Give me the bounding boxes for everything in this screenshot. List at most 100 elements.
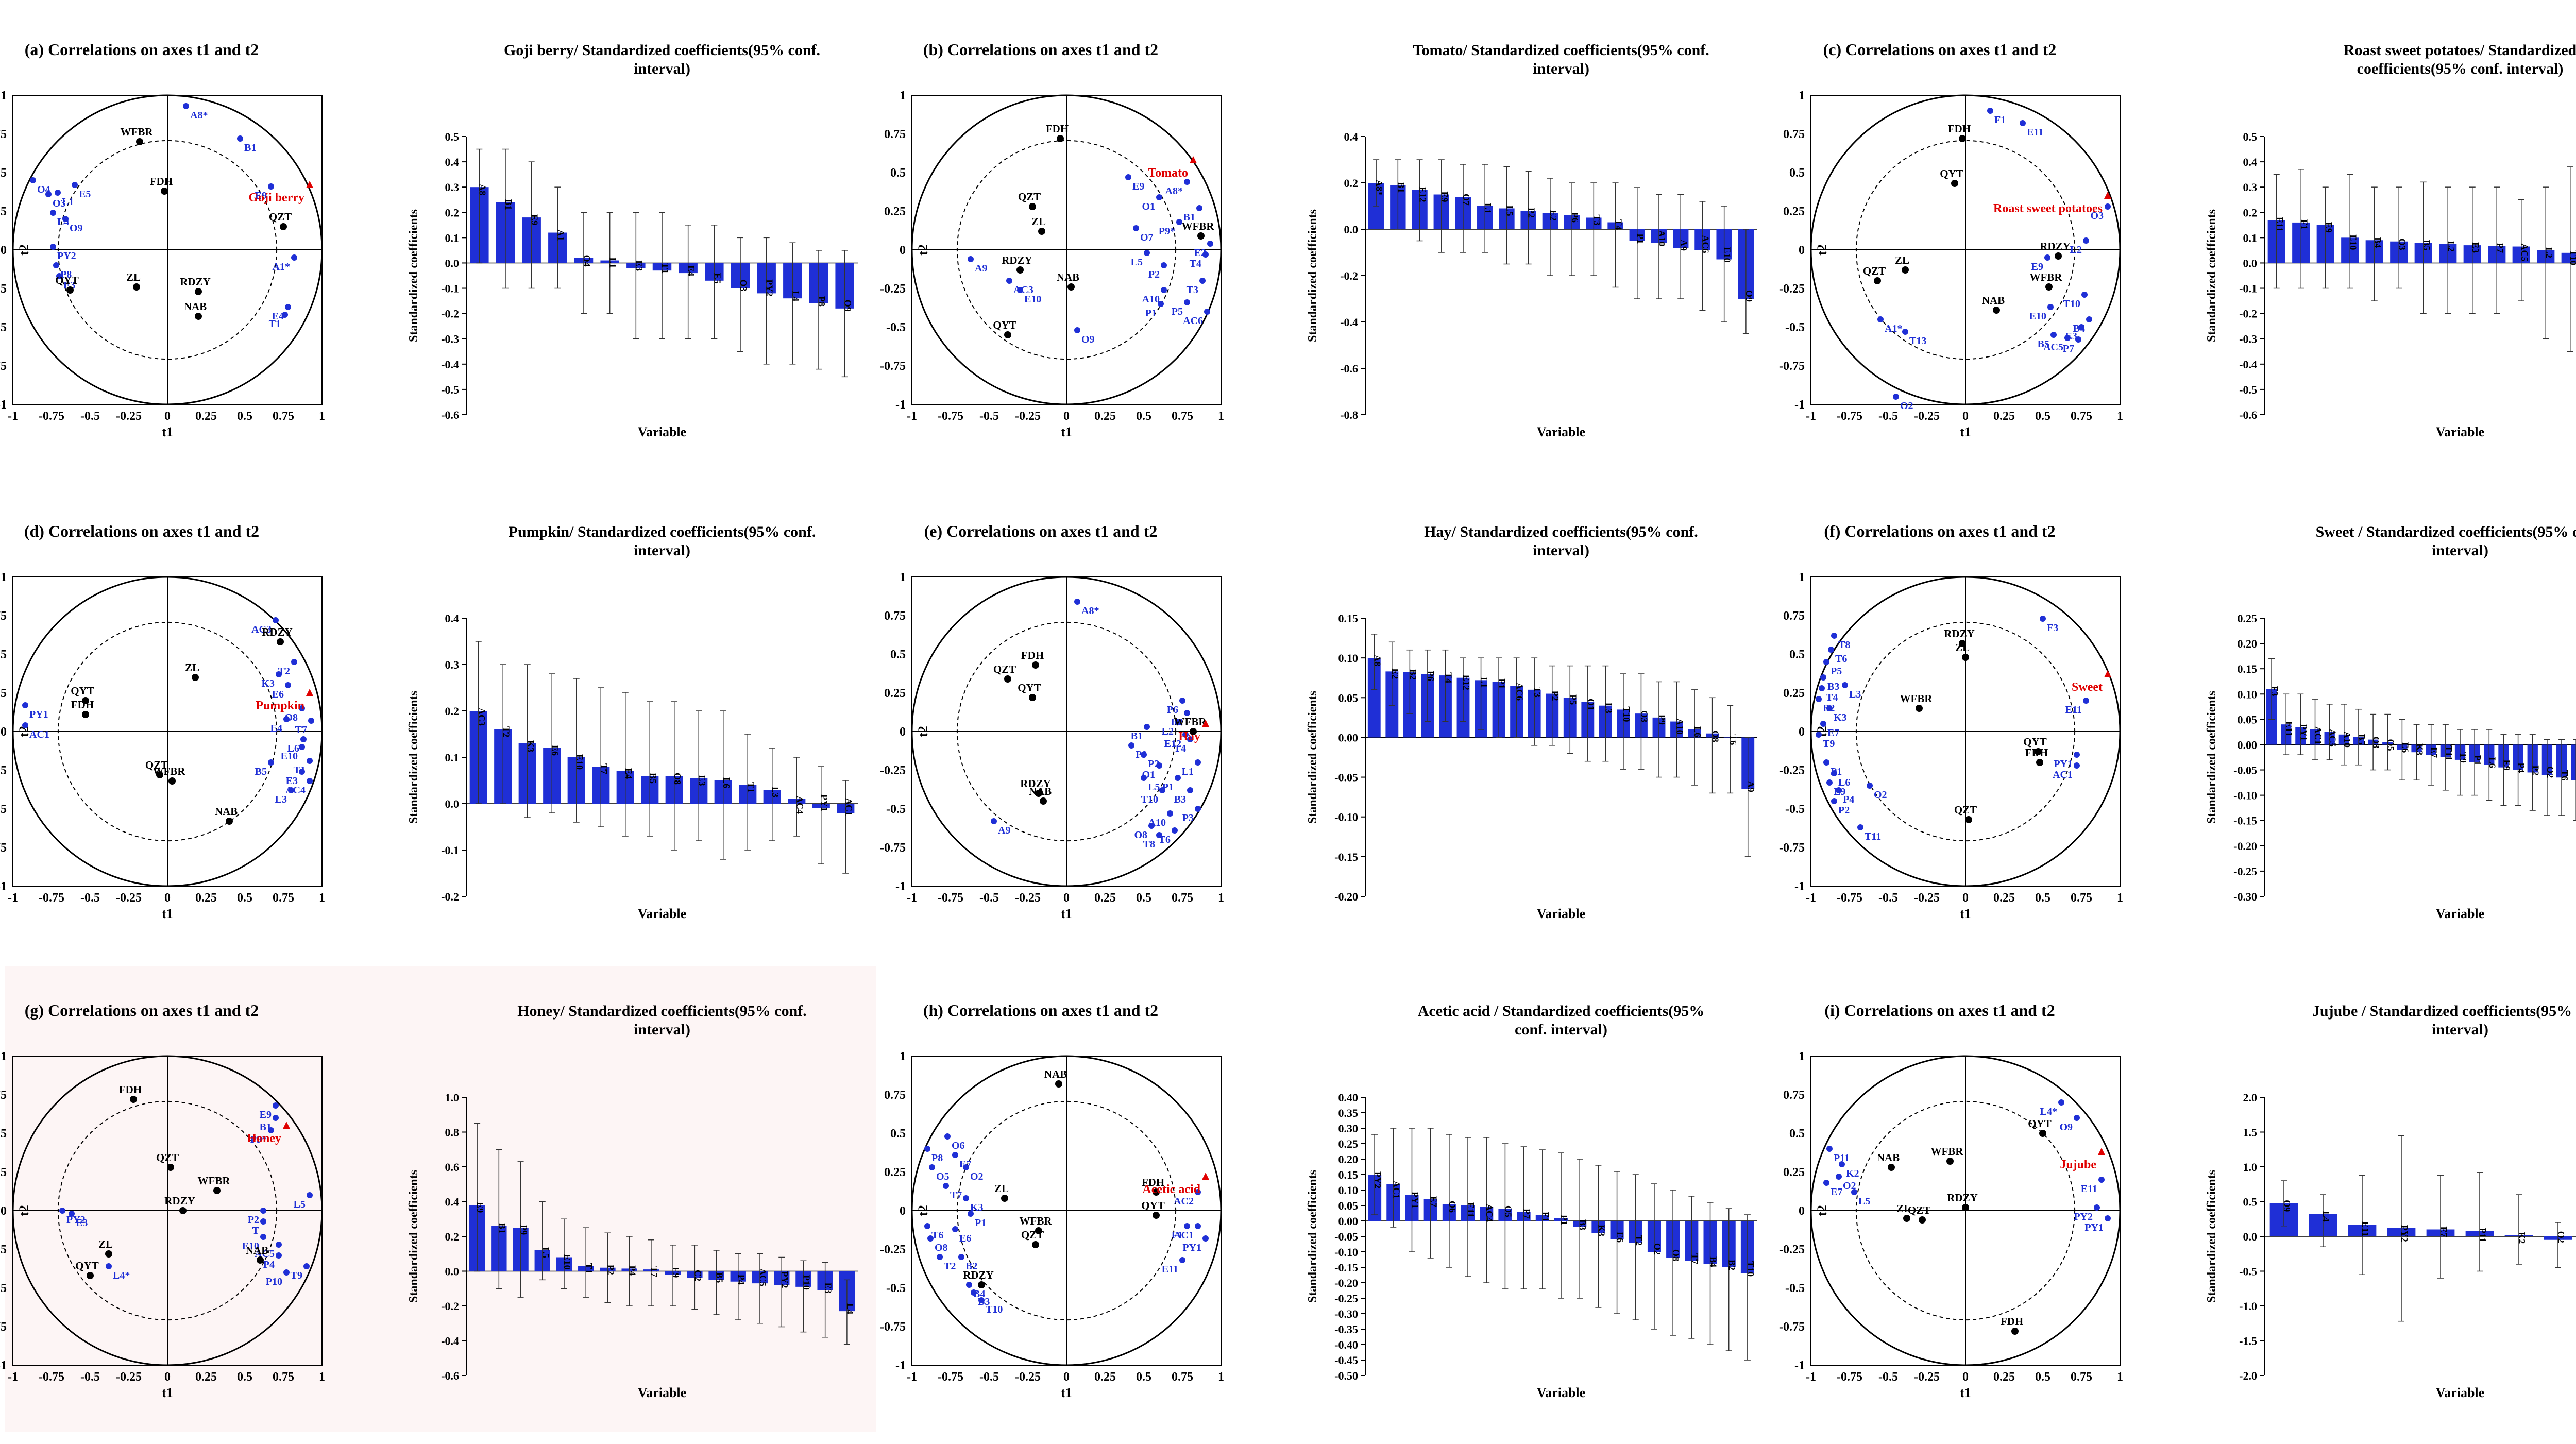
x-variable-label: P9*: [1159, 226, 1175, 237]
target-triangle: [2104, 670, 2111, 677]
x-variable-point: [300, 736, 307, 742]
y-tick-label: 0: [1, 725, 7, 739]
y-variable-point: [1032, 661, 1039, 669]
bar-title: Jujube / Standardized coefficients(95% c…: [2312, 1003, 2576, 1038]
y-variable-label: QYT: [71, 685, 94, 697]
y-tick-label: -0.40: [1334, 1338, 1358, 1351]
x-variable-point: [285, 682, 291, 688]
panel-i: (i) Correlations on axes t1 and t2 -1-1 -0…: [1779, 1001, 2576, 1400]
category-label: B5: [2421, 240, 2432, 250]
category-label: T4: [1614, 219, 1624, 230]
y-variable-label: RDZY: [1020, 777, 1051, 790]
y-variable-label: NAB: [1982, 294, 2005, 307]
y-variable-point: [226, 818, 233, 825]
y-variable-point: [1004, 331, 1011, 338]
x-variable-point: [268, 183, 274, 190]
x-variable-label: K3: [1834, 712, 1847, 723]
y-tick-label: -0.75: [880, 360, 906, 373]
x-tick-label: 0.5: [237, 1370, 252, 1384]
x-tick-label: 1: [1218, 410, 1224, 423]
bar-title-line: Honey/ Standardized coefficients(95% con…: [517, 1003, 807, 1020]
y-variable-label: WFBR: [153, 765, 186, 777]
y-tick-label: 0.30: [1338, 1122, 1359, 1135]
y-tick-label: -1: [0, 1359, 7, 1372]
inner-circle: [1855, 1100, 2076, 1321]
x-tick-label: 0.25: [1993, 1370, 2015, 1384]
x-variable-point: [2058, 1099, 2064, 1106]
x-axis-label: Variable: [1537, 424, 1585, 439]
x-variable-label: B2: [965, 1261, 977, 1272]
y-tick-label: 0.5: [2243, 130, 2258, 143]
scatter-title: (g) Correlations on axes t1 and t2: [25, 1001, 259, 1020]
x-variable-point: [2044, 254, 2050, 261]
x-variable-point: [1141, 752, 1147, 758]
x-axis-label: t1: [1960, 1385, 1971, 1400]
x-variable-label: O9: [1081, 334, 1095, 345]
category-label: E10: [574, 754, 585, 770]
target-triangle: [306, 181, 313, 188]
y-variable-point: [1032, 1241, 1039, 1248]
category-label: K3: [526, 740, 536, 752]
category-label: T10: [1621, 706, 1632, 722]
bar-title-line: interval): [634, 60, 690, 77]
x-variable-point: [62, 216, 69, 222]
y-tick-label: 0.6: [445, 1161, 460, 1174]
x-variable-label: O2: [1843, 1180, 1856, 1192]
x-tick-label: -0.5: [1878, 1370, 1898, 1384]
category-label: E10: [2348, 234, 2358, 250]
x-variable-point: [307, 758, 313, 764]
x-tick-label: -0.25: [1015, 891, 1041, 905]
inner-circle: [1855, 621, 2076, 842]
x-tick-label: -0.5: [979, 891, 999, 905]
x-variable-point: [106, 1263, 112, 1269]
x-axis-label: t1: [1960, 424, 1971, 439]
x-variable-label: P10: [266, 1276, 282, 1287]
unit-circle: [12, 94, 323, 405]
bar-title-line: coefficients(95% conf. interval): [2357, 60, 2564, 77]
x-variable-point: [1987, 108, 1993, 114]
y-tick-label: -0.05: [2233, 764, 2257, 777]
panel-a: (a) Correlations on axes t1 and t2 -1-1 -0…: [0, 40, 858, 439]
y-variable-point: [277, 638, 284, 645]
x-variable-point: [963, 1195, 969, 1201]
y-tick-label: 0.25: [0, 205, 7, 218]
x-variable-label: E6: [272, 689, 284, 700]
y-variable-point: [192, 674, 199, 681]
x-variable-label: T1: [269, 318, 281, 330]
category-label: E9: [530, 214, 540, 225]
x-variable-point: [1195, 759, 1201, 766]
x-tick-label: -1: [1806, 1370, 1816, 1384]
inner-circle: [1855, 140, 2076, 360]
y-variable-point: [1029, 694, 1036, 701]
x-axis-label: Variable: [638, 906, 686, 921]
x-tick-label: -1: [8, 891, 18, 905]
x-tick-label: 0: [1962, 410, 1969, 423]
category-label: PY2: [765, 279, 775, 296]
category-label: B1: [503, 199, 514, 210]
y-tick-label: 0.75: [0, 609, 7, 623]
x-tick-label: -1: [907, 410, 917, 423]
scatter-title: (h) Correlations on axes t1 and t2: [923, 1001, 1158, 1020]
y-tick-label: -0.75: [1779, 841, 1805, 855]
x-variable-point: [1199, 278, 1206, 284]
y-tick-label: 0.5: [1789, 166, 1805, 180]
x-variable-label: T4: [1174, 743, 1186, 754]
x-tick-label: -1: [907, 1370, 917, 1384]
category-label: E10: [562, 1254, 572, 1270]
x-variable-label: E10: [242, 1241, 259, 1252]
x-variable-point: [1184, 710, 1190, 716]
category-label: F3: [2269, 686, 2280, 696]
x-variable-label: E9: [2031, 261, 2043, 273]
x-variable-point: [72, 182, 78, 188]
x-variable-label: E10: [1024, 294, 1041, 305]
y-variable-point: [1959, 640, 1966, 647]
x-variable-point: [963, 1164, 969, 1170]
y-axis-label: t2: [16, 244, 31, 256]
x-variable-point: [283, 716, 290, 722]
category-label: P1: [1559, 1215, 1569, 1225]
x-tick-label: 0.25: [195, 410, 217, 423]
x-variable-label: E9: [260, 1109, 272, 1120]
y-tick-label: 0.25: [884, 687, 906, 700]
y-variable-point: [1888, 1164, 1895, 1171]
